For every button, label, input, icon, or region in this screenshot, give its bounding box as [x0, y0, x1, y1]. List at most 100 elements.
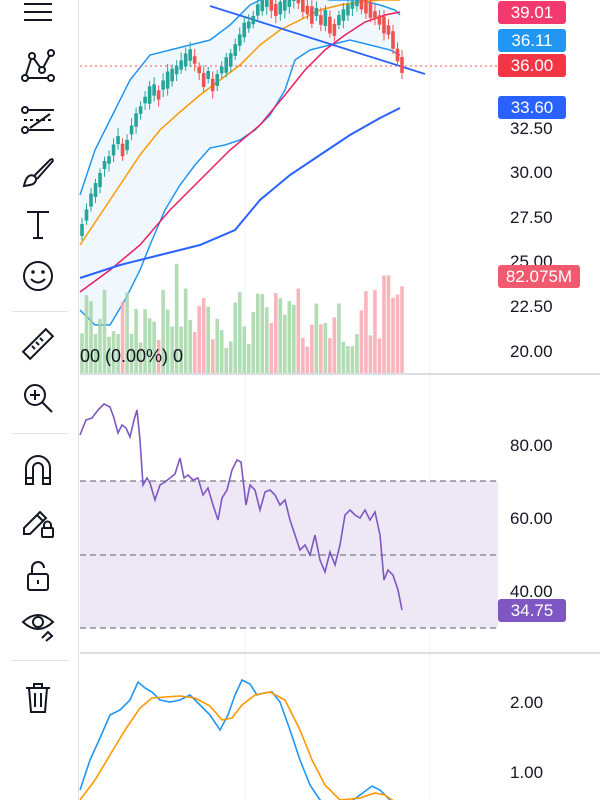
candle-body [395, 48, 400, 62]
volume-bar [260, 294, 265, 373]
candle-body [359, 0, 364, 10]
fib-tools-icon[interactable] [14, 98, 62, 142]
candle-body [120, 143, 125, 157]
volume-bar [341, 341, 346, 373]
volume-bar [111, 331, 116, 373]
candle-body [134, 113, 138, 127]
candle-body [156, 90, 161, 100]
candle-body [111, 144, 116, 156]
candle-body [377, 15, 382, 25]
volume-bar [364, 291, 368, 373]
volume-bar [125, 292, 129, 373]
magnet-icon[interactable] [14, 448, 62, 492]
ruler-icon[interactable] [14, 322, 62, 366]
hide-drawings-icon[interactable] [14, 602, 62, 646]
macd-line [79, 678, 391, 800]
candle-body [152, 84, 156, 96]
candle-body [269, 0, 274, 11]
candle-body [283, 0, 287, 11]
candle-body [242, 22, 247, 38]
volume-bar [301, 337, 305, 373]
candle-body [301, 0, 305, 12]
candle-body [337, 15, 341, 25]
volume-bar [305, 346, 310, 373]
volume-bars [80, 263, 404, 373]
candle-body [346, 4, 350, 16]
bollinger-band-fill [80, 0, 400, 325]
volume-bar [179, 326, 183, 373]
ma-long-line [79, 107, 401, 279]
volume-bar [143, 309, 147, 373]
candle-body [400, 57, 404, 73]
candle-body [386, 25, 391, 35]
volume-tag: 82.075M [498, 265, 580, 288]
volume-bar [89, 301, 93, 373]
rsi-axis-label: 80.00 [510, 436, 553, 455]
last-price-tag: 36.00 [498, 54, 566, 77]
volume-bar [359, 310, 364, 373]
volume-bar [237, 292, 242, 373]
toolbar-separator [12, 660, 68, 661]
candle-body [93, 183, 98, 197]
price-axis-label: 27.50 [510, 208, 553, 227]
volume-bar [377, 338, 382, 373]
volume-bar [197, 306, 201, 373]
rsi-value-tag: 34.75 [498, 599, 566, 622]
signal-line [79, 691, 394, 800]
volume-bar [165, 309, 170, 373]
candles [80, 0, 404, 241]
candle-body [129, 125, 134, 135]
trash-icon[interactable] [14, 676, 62, 720]
candle-body [251, 15, 256, 25]
candle-body [206, 70, 210, 80]
trend-lines-icon[interactable] [14, 0, 62, 36]
volume-bar [138, 342, 143, 373]
unlock-icon[interactable] [14, 554, 62, 598]
volume-bar [206, 306, 210, 373]
candle-body [305, 5, 310, 15]
volume-bar [269, 323, 274, 373]
volume-bar [120, 301, 125, 373]
candle-body [197, 66, 201, 74]
volume-bar [283, 314, 287, 373]
drawing-toolbar [0, 0, 79, 800]
volume-bar [147, 318, 152, 373]
text-tool-icon[interactable] [14, 202, 62, 246]
volume-bar [129, 333, 134, 373]
price-axis-label: 32.50 [510, 119, 553, 138]
volume-bar [246, 343, 251, 373]
candle-body [260, 0, 265, 12]
volume-bar [134, 308, 138, 373]
emoji-icon[interactable] [14, 254, 62, 298]
volume-bar [188, 319, 192, 373]
rsi-band-fill [80, 481, 498, 628]
candle-body [183, 53, 188, 67]
lock-drawings-icon[interactable] [14, 500, 62, 544]
price-axis-label: 30.00 [510, 163, 553, 182]
brush-icon[interactable] [14, 150, 62, 194]
candle-body [368, 2, 373, 18]
candle-body [107, 156, 111, 164]
volume-bar [215, 318, 220, 373]
candle-body [382, 16, 386, 34]
candle-body [314, 7, 319, 17]
volume-legend-text: 00 (0.00%) 0 [80, 346, 184, 366]
volume-bar [255, 293, 260, 373]
candle-body [125, 139, 129, 151]
volume-bar [174, 263, 179, 373]
ma-mid-line [79, 0, 400, 246]
candle-body [373, 11, 377, 19]
volume-bar [310, 324, 314, 373]
volume-bar [328, 338, 332, 373]
volume-bar [156, 340, 161, 373]
volume-bar [228, 341, 233, 373]
middle-tag: 36.11 [498, 29, 566, 52]
zoom-in-icon[interactable] [14, 376, 62, 420]
patterns-icon[interactable] [14, 44, 62, 88]
volume-bar [93, 333, 98, 373]
candle-body [188, 49, 192, 61]
volume-bar [332, 317, 337, 373]
candle-body [341, 9, 346, 21]
volume-bar [368, 335, 373, 373]
